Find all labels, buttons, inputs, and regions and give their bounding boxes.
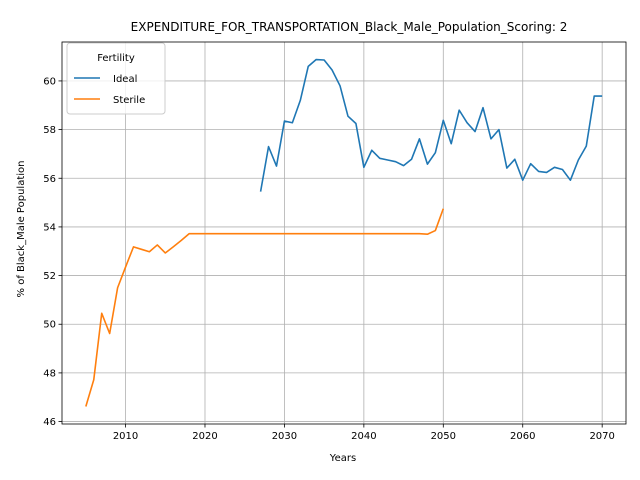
- y-tick-label: 52: [43, 271, 56, 282]
- y-tick-label: 58: [43, 125, 56, 136]
- y-tick-label: 50: [43, 320, 56, 331]
- y-tick-label: 48: [43, 368, 56, 379]
- x-tick-label: 2070: [589, 431, 614, 442]
- legend-label-sterile: Sterile: [113, 95, 145, 106]
- x-tick-label: 2060: [510, 431, 535, 442]
- series-line-ideal: [259, 58, 603, 192]
- y-tick-label: 60: [43, 76, 56, 87]
- x-tick-label: 2020: [192, 431, 217, 442]
- y-tick-label: 54: [43, 222, 56, 233]
- series-line-sterile: [85, 208, 445, 407]
- legend-label-ideal: Ideal: [113, 74, 137, 85]
- plot-frame: [61, 41, 627, 425]
- y-tick-label: 56: [43, 174, 56, 185]
- x-tick-label: 2010: [113, 431, 138, 442]
- x-tick-label: 2040: [351, 431, 376, 442]
- x-axis-title: Years: [329, 453, 356, 464]
- legend-title: Fertility: [97, 53, 135, 64]
- x-tick-label: 2050: [431, 431, 456, 442]
- x-tick-label: 2030: [272, 431, 297, 442]
- y-tick-label: 46: [43, 417, 56, 428]
- chart-title: EXPENDITURE_FOR_TRANSPORTATION_Black_Mal…: [131, 20, 568, 34]
- series-lines: [85, 58, 603, 407]
- grid: [62, 42, 626, 424]
- y-axis-title: % of Black_Male Population: [16, 161, 27, 298]
- legend: Fertility Ideal Sterile: [66, 42, 166, 115]
- axis-ticks: 2010 2020 2030 2040 2050 2060 2070 46 48 50 52 54 56…: [43, 76, 615, 442]
- legend-box: [66, 42, 166, 115]
